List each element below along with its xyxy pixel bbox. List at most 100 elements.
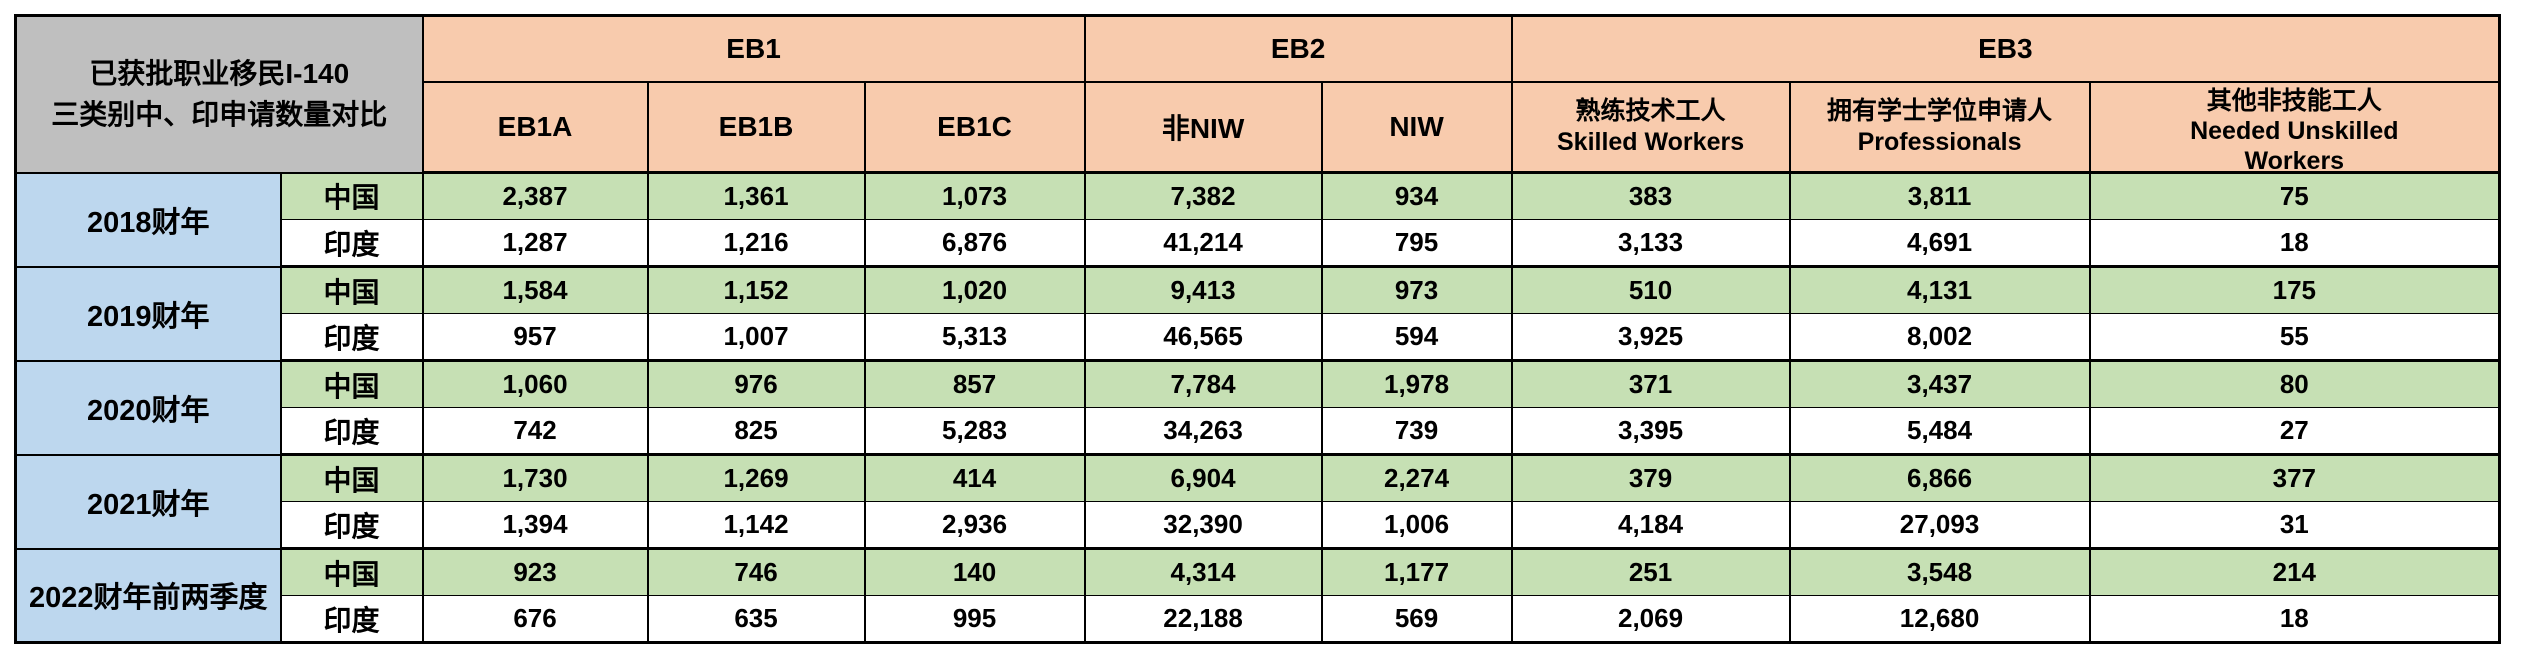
cell-2019-china-non-niw: 9,413 [1083, 265, 1323, 314]
cell-2019-china-professionals: 4,131 [1788, 265, 2091, 314]
fiscal-year-2021: 2021财年 [14, 453, 282, 549]
cell-2020-china-professionals: 3,437 [1788, 359, 2091, 408]
cell-2019-india-eb1a: 957 [421, 313, 649, 362]
fiscal-year-2022: 2022财年前两季度 [14, 547, 282, 643]
cell-2022-india-eb1b: 635 [646, 595, 866, 644]
col-header-niw: NIW [1320, 81, 1513, 174]
cell-2018-china-eb1a: 2,387 [421, 171, 649, 220]
cell-2018-india-professionals: 4,691 [1788, 219, 2091, 268]
country-india: 印度 [279, 595, 424, 644]
cell-2019-china-eb1c: 1,020 [863, 265, 1086, 314]
cell-2021-china-eb1b: 1,269 [646, 453, 866, 502]
cell-2020-china-non-niw: 7,784 [1083, 359, 1323, 408]
cell-2021-china-professionals: 6,866 [1788, 453, 2091, 502]
col-header-skilled-workers-en: Skilled Workers [1556, 128, 1745, 156]
group-header-eb3: EB3 [1510, 14, 2501, 83]
cell-2018-india-skilled: 3,133 [1510, 219, 1791, 268]
cell-2018-china-unskilled: 75 [2088, 171, 2501, 220]
country-china: 中国 [279, 171, 424, 220]
cell-2021-india-non-niw: 32,390 [1083, 501, 1323, 550]
fiscal-year-2020: 2020财年 [14, 359, 282, 455]
cell-2021-india-unskilled: 31 [2088, 501, 2501, 550]
cell-2020-india-skilled: 3,395 [1510, 407, 1791, 456]
cell-2020-china-eb1c: 857 [863, 359, 1086, 408]
country-china: 中国 [279, 547, 424, 596]
cell-2018-india-niw: 795 [1320, 219, 1513, 268]
col-header-professionals-zh: 拥有学士学位申请人 [1827, 97, 2053, 125]
group-header-eb1: EB1 [421, 14, 1086, 83]
country-china: 中国 [279, 265, 424, 314]
cell-2019-india-eb1c: 5,313 [863, 313, 1086, 362]
cell-2018-india-non-niw: 41,214 [1083, 219, 1323, 268]
cell-2022-china-unskilled: 214 [2088, 547, 2501, 596]
cell-2020-china-niw: 1,978 [1320, 359, 1513, 408]
cell-2020-india-niw: 739 [1320, 407, 1513, 456]
cell-2020-india-non-niw: 34,263 [1083, 407, 1323, 456]
cell-2019-india-unskilled: 55 [2088, 313, 2501, 362]
cell-2022-india-eb1a: 676 [421, 595, 649, 644]
col-header-other-unskilled-en2: Workers [2244, 147, 2345, 170]
cell-2021-china-skilled: 379 [1510, 453, 1791, 502]
cell-2020-china-eb1b: 976 [646, 359, 866, 408]
country-china: 中国 [279, 359, 424, 408]
table-row-2022-india: 印度 676 635 995 22,188 569 2,069 12,680 1… [16, 595, 2501, 644]
table-title-line2: 三类别中、印申请数量对比 [51, 99, 388, 131]
col-header-non-niw: 非NIW [1083, 81, 1323, 174]
country-india: 印度 [279, 313, 424, 362]
cell-2022-china-non-niw: 4,314 [1083, 547, 1323, 596]
cell-2019-india-professionals: 8,002 [1788, 313, 2091, 362]
cell-2022-china-eb1a: 923 [421, 547, 649, 596]
cell-2019-china-eb1a: 1,584 [421, 265, 649, 314]
col-header-skilled-workers-zh: 熟练技术工人 [1575, 97, 1726, 125]
cell-2020-india-eb1c: 5,283 [863, 407, 1086, 456]
country-india: 印度 [279, 501, 424, 550]
cell-2018-china-eb1b: 1,361 [646, 171, 866, 220]
cell-2019-china-unskilled: 175 [2088, 265, 2501, 314]
cell-2022-china-eb1c: 140 [863, 547, 1086, 596]
col-header-eb1a: EB1A [421, 81, 649, 174]
i140-comparison-table: 已获批职业移民I-140 三类别中、印申请数量对比 EB1 EB2 EB3 EB… [14, 14, 2502, 644]
cell-2022-china-eb1b: 746 [646, 547, 866, 596]
cell-2022-china-niw: 1,177 [1320, 547, 1513, 596]
cell-2018-china-eb1c: 1,073 [863, 171, 1086, 220]
col-header-eb1c: EB1C [863, 81, 1086, 174]
cell-2021-china-non-niw: 6,904 [1083, 453, 1323, 502]
cell-2019-china-niw: 973 [1320, 265, 1513, 314]
cell-2020-china-unskilled: 80 [2088, 359, 2501, 408]
cell-2018-india-eb1c: 6,876 [863, 219, 1086, 268]
table-row-2021-china: 2021财年 中国 1,730 1,269 414 6,904 2,274 37… [14, 453, 2501, 549]
cell-2020-india-unskilled: 27 [2088, 407, 2501, 456]
table-row-2018-india: 印度 1,287 1,216 6,876 41,214 795 3,133 4,… [16, 219, 2501, 268]
cell-2021-china-unskilled: 377 [2088, 453, 2501, 502]
table-title-cell: 已获批职业移民I-140 三类别中、印申请数量对比 [14, 14, 424, 174]
cell-2021-india-eb1a: 1,394 [421, 501, 649, 550]
cell-2022-china-professionals: 3,548 [1788, 547, 2091, 596]
cell-2022-india-professionals: 12,680 [1788, 595, 2091, 644]
cell-2022-india-skilled: 2,069 [1510, 595, 1791, 644]
fiscal-year-2019: 2019财年 [14, 265, 282, 361]
cell-2021-china-niw: 2,274 [1320, 453, 1513, 502]
fiscal-year-2018: 2018财年 [14, 171, 282, 267]
table-row-2019-china: 2019财年 中国 1,584 1,152 1,020 9,413 973 51… [14, 265, 2501, 361]
cell-2022-india-non-niw: 22,188 [1083, 595, 1323, 644]
cell-2021-china-eb1c: 414 [863, 453, 1086, 502]
col-header-eb1b: EB1B [646, 81, 866, 174]
col-header-professionals: 拥有学士学位申请人 Professionals [1788, 81, 2091, 174]
table-row-2019-india: 印度 957 1,007 5,313 46,565 594 3,925 8,00… [16, 313, 2501, 362]
cell-2021-india-niw: 1,006 [1320, 501, 1513, 550]
cell-2020-china-eb1a: 1,060 [421, 359, 649, 408]
cell-2018-india-eb1a: 1,287 [421, 219, 649, 268]
col-header-other-unskilled-en1: Needed Unskilled [2190, 117, 2399, 145]
cell-2019-india-skilled: 3,925 [1510, 313, 1791, 362]
col-header-other-unskilled-text: 其他非技能工人 Needed Unskilled Workers [2091, 83, 2499, 170]
country-india: 印度 [279, 219, 424, 268]
cell-2019-india-eb1b: 1,007 [646, 313, 866, 362]
col-header-other-unskilled-zh: 其他非技能工人 [2206, 87, 2382, 115]
cell-2022-china-skilled: 251 [1510, 547, 1791, 596]
cell-2019-india-non-niw: 46,565 [1083, 313, 1323, 362]
cell-2021-india-eb1b: 1,142 [646, 501, 866, 550]
cell-2021-india-eb1c: 2,936 [863, 501, 1086, 550]
cell-2021-china-eb1a: 1,730 [421, 453, 649, 502]
cell-2018-india-unskilled: 18 [2088, 219, 2501, 268]
cell-2018-china-skilled: 383 [1510, 171, 1791, 220]
